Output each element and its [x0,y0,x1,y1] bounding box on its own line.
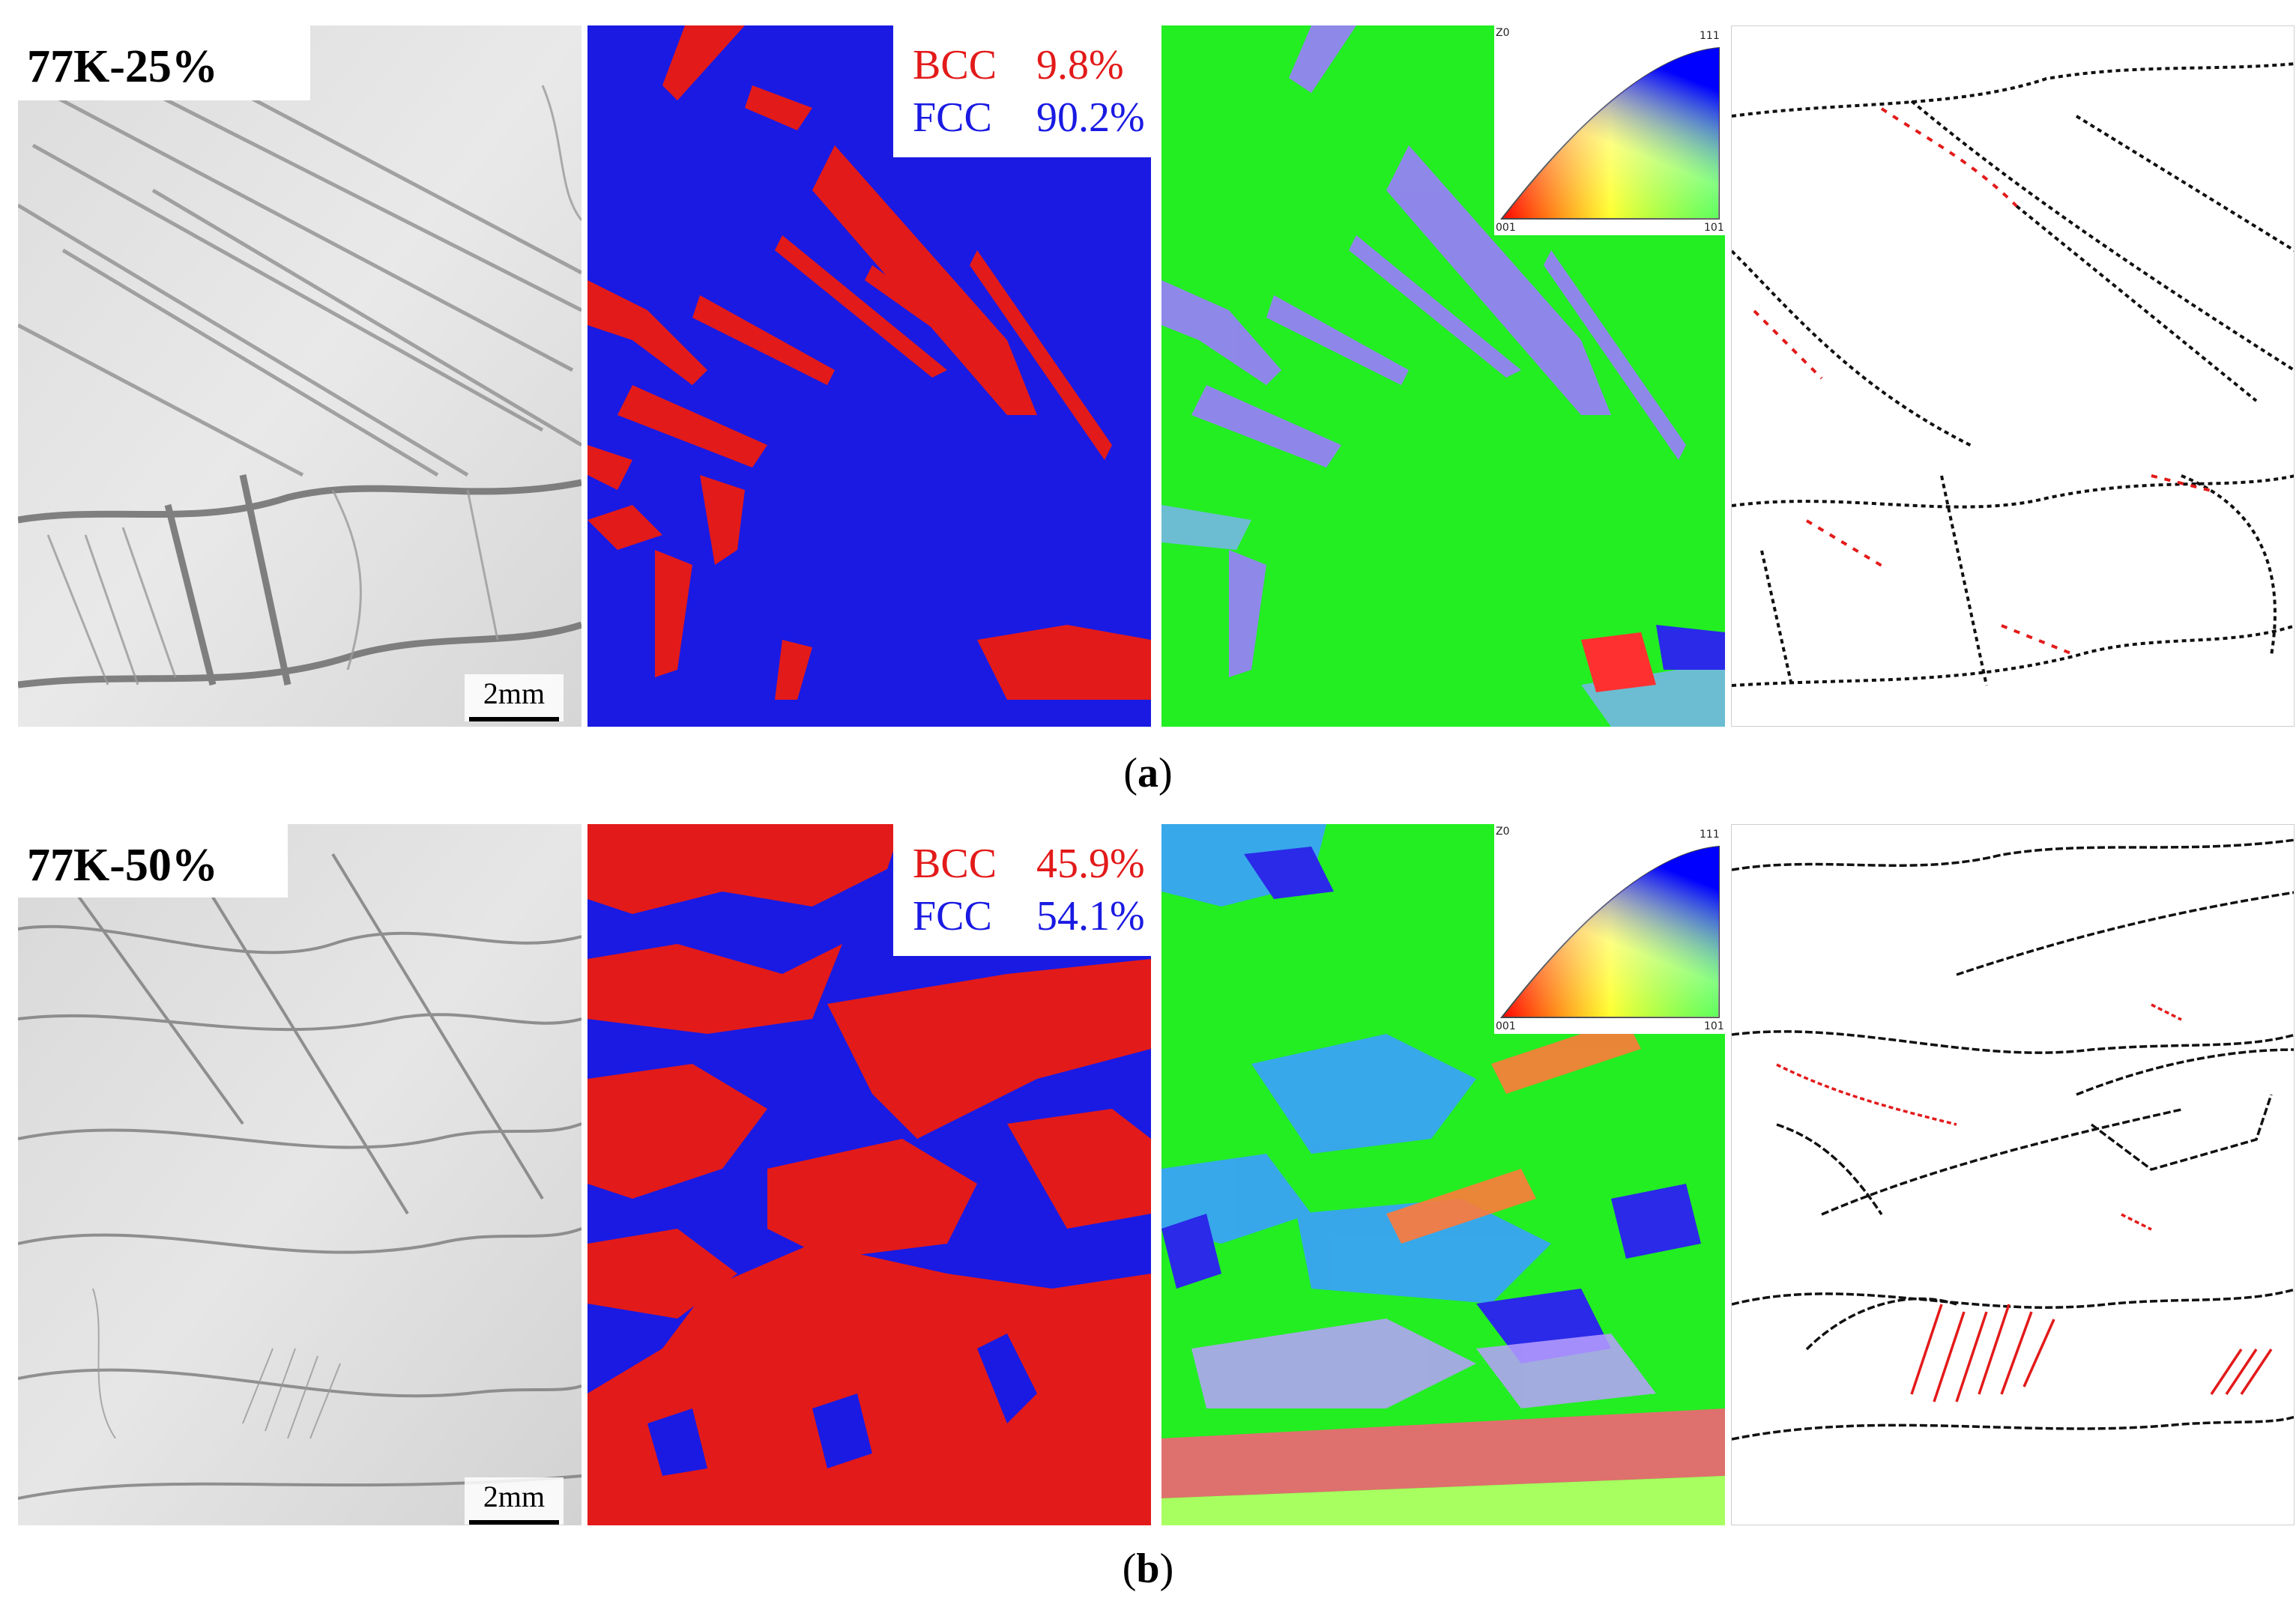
phase-name: BCC [913,841,997,887]
phase-name: FCC [913,893,992,939]
ipf-corner-001: 001 [1496,1020,1516,1032]
caption-b: (b) [1073,1545,1223,1593]
scale-bar-line [469,1520,559,1525]
row-a-band-contrast-map [18,25,581,727]
caption-letter: a [1138,750,1158,796]
phase-name: BCC [913,42,997,88]
caption-letter: b [1136,1546,1160,1592]
row-b-ipf-map [1161,824,1725,1525]
ipf-corner-001: 001 [1496,222,1516,234]
row-a-sample-label: 77K-25% [18,25,310,100]
phase-value: 90.2% [1036,94,1145,141]
row-b-sample-label: 77K-50% [18,824,288,898]
ipf-axis-label: Z0 [1496,27,1510,39]
ipf-axis-label: Z0 [1496,826,1510,838]
phase-value: 45.9% [1036,841,1145,887]
caption-close-paren: ) [1158,750,1173,796]
row-a-fcc-fraction: FCC 90.2% [913,91,1145,144]
caption-a: (a) [1073,749,1223,797]
row-a-scale-bar: 2mm [465,674,564,721]
ipf-corner-101: 101 [1704,222,1724,234]
row-a-ipf-color-key: Z0 111 001 101 [1494,25,1726,235]
phase-name: FCC [913,94,992,141]
ipf-corner-111: 111 [1700,829,1720,841]
scale-bar-label: 2mm [483,677,546,710]
scale-bar-line [469,717,559,721]
ipf-corner-111: 111 [1700,30,1720,42]
row-b-bcc-fraction: BCC 45.9% [913,838,1145,890]
row-b-phase-fractions: BCC 45.9% FCC 54.1% [893,824,1164,956]
row-b-band-contrast-map [18,824,581,1525]
phase-value: 9.8% [1036,42,1124,88]
ipf-corner-101: 101 [1704,1020,1724,1032]
phase-value: 54.1% [1036,893,1145,939]
caption-open-paren: ( [1122,1546,1137,1592]
row-b-fcc-fraction: FCC 54.1% [913,890,1145,942]
scale-bar-label: 2mm [483,1480,546,1513]
caption-close-paren: ) [1159,1546,1174,1592]
row-a-bcc-fraction: BCC 9.8% [913,39,1145,91]
row-b-ipf-color-key: Z0 111 001 101 [1494,824,1726,1034]
row-b-scale-bar: 2mm [465,1477,564,1525]
row-a-phase-fractions: BCC 9.8% FCC 90.2% [893,25,1164,157]
caption-open-paren: ( [1123,750,1138,796]
row-a-boundary-map [1731,25,2295,727]
row-b-boundary-map [1731,824,2295,1525]
